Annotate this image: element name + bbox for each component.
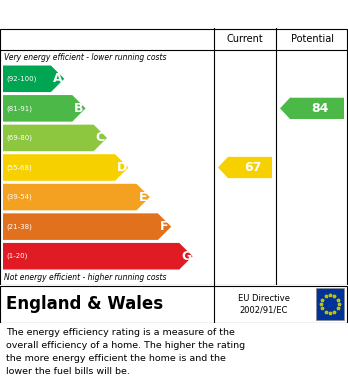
Polygon shape (218, 157, 272, 178)
Text: F: F (160, 220, 168, 233)
Polygon shape (3, 213, 171, 240)
Text: G: G (181, 250, 191, 263)
Polygon shape (3, 95, 86, 122)
Polygon shape (3, 66, 64, 92)
Text: EU Directive: EU Directive (238, 294, 290, 303)
Text: (1-20): (1-20) (6, 253, 27, 260)
Polygon shape (3, 243, 192, 269)
Polygon shape (3, 184, 150, 210)
Text: (55-68): (55-68) (6, 164, 32, 171)
Text: (92-100): (92-100) (6, 75, 37, 82)
Text: D: D (117, 161, 127, 174)
Text: (69-80): (69-80) (6, 135, 32, 141)
Text: (81-91): (81-91) (6, 105, 32, 111)
Text: England & Wales: England & Wales (6, 295, 163, 313)
Polygon shape (280, 98, 344, 119)
Text: 84: 84 (311, 102, 329, 115)
Text: A: A (53, 72, 63, 85)
Bar (316, 288, 344, 320)
Text: C: C (96, 131, 105, 144)
Text: 67: 67 (244, 161, 262, 174)
Text: Current: Current (227, 34, 263, 44)
Text: Not energy efficient - higher running costs: Not energy efficient - higher running co… (4, 273, 166, 283)
Text: Potential: Potential (291, 34, 333, 44)
Text: Energy Efficiency Rating: Energy Efficiency Rating (8, 7, 210, 22)
Text: The energy efficiency rating is a measure of the
overall efficiency of a home. T: The energy efficiency rating is a measur… (6, 328, 245, 375)
Text: E: E (139, 190, 147, 204)
Text: (21-38): (21-38) (6, 223, 32, 230)
Polygon shape (3, 125, 107, 151)
Text: 2002/91/EC: 2002/91/EC (240, 305, 288, 314)
Text: (39-54): (39-54) (6, 194, 32, 200)
Polygon shape (3, 154, 128, 181)
Text: Very energy efficient - lower running costs: Very energy efficient - lower running co… (4, 52, 166, 61)
Text: B: B (74, 102, 84, 115)
